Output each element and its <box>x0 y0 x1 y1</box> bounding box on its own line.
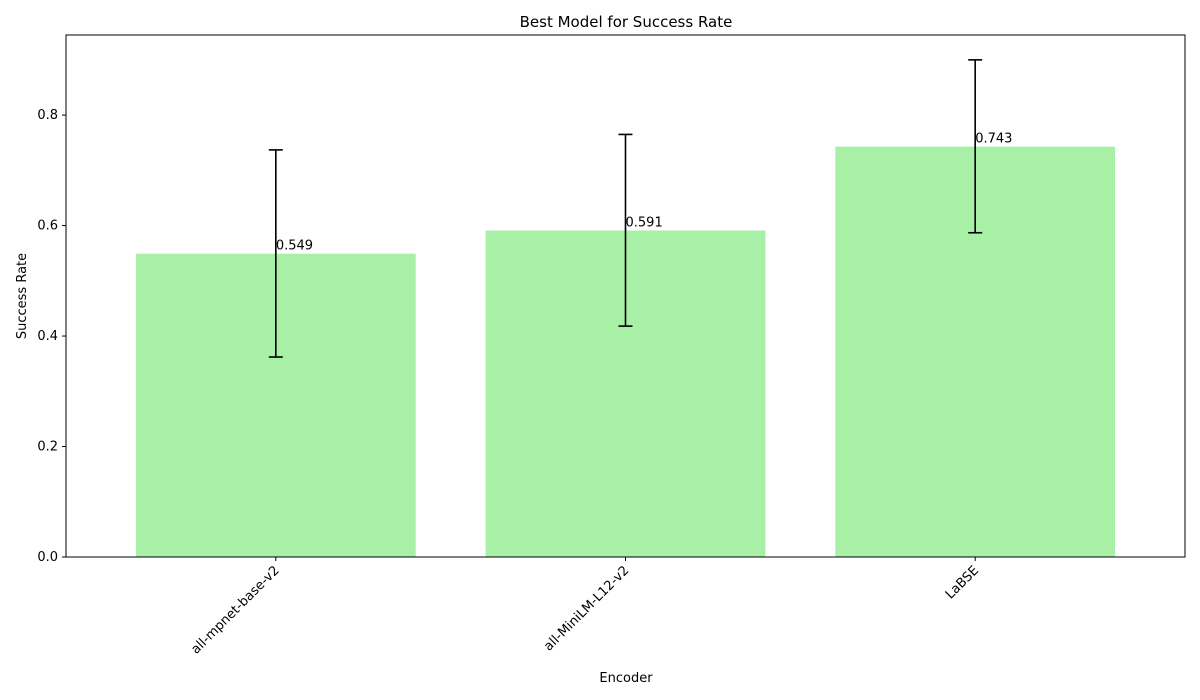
chart-title: Best Model for Success Rate <box>520 13 733 31</box>
plot-area: 0.0 0.2 0.4 0.6 0.8 0.549 all-mpnet-base-v2 0.5… <box>37 59 1116 657</box>
x-tick-label: all-MiniLM-L12-v2 <box>541 563 632 654</box>
data-label: 0.549 <box>276 239 313 254</box>
data-label: 0.743 <box>975 132 1012 147</box>
y-tick-label: 0.0 <box>37 550 58 565</box>
y-axis-label: Success Rate <box>15 253 30 339</box>
y-tick-label: 0.4 <box>37 329 58 344</box>
x-axis-label: Encoder <box>599 671 653 686</box>
y-tick-label: 0.2 <box>37 440 58 455</box>
y-tick-label: 0.6 <box>37 219 58 234</box>
data-label: 0.591 <box>626 216 663 231</box>
x-tick-label: all-mpnet-base-v2 <box>189 563 283 657</box>
x-tick-label: LaBSE <box>943 563 982 602</box>
plot-frame <box>65 34 1186 558</box>
y-tick-label: 0.8 <box>37 108 58 123</box>
